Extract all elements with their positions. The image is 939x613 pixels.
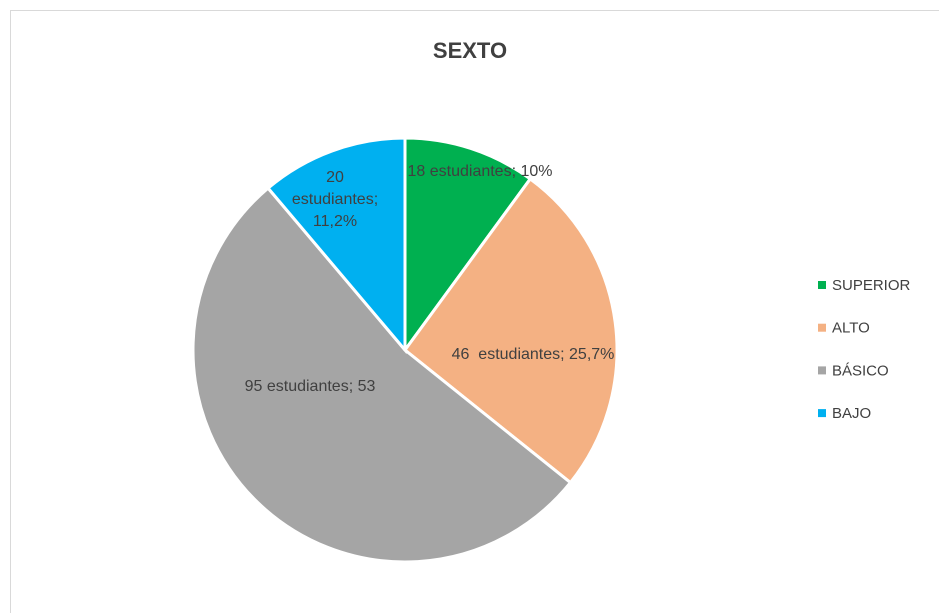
data-label: 95 estudiantes; 53 [244,378,376,395]
pie-slice [265,136,407,355]
pie-slice [402,176,619,485]
data-label: 46 estudiantes; 25,7% [451,346,615,363]
pie-slice [403,136,533,355]
legend-label: BAJO [832,405,871,422]
data-label: 18 estudiantes; 10% [407,163,553,180]
legend-label: SUPERIOR [832,277,911,294]
legend-swatch [818,323,826,332]
legend-swatch [818,366,826,375]
legend-label: BÁSICO [832,362,889,379]
pie-slice [191,186,573,564]
data-label: 20 estudiantes; 11,2% [291,169,383,230]
legend-swatch [818,409,826,418]
chart-title: SEXTO [433,38,507,63]
legend-swatch [818,281,826,289]
legend-label: ALTO [832,320,870,337]
